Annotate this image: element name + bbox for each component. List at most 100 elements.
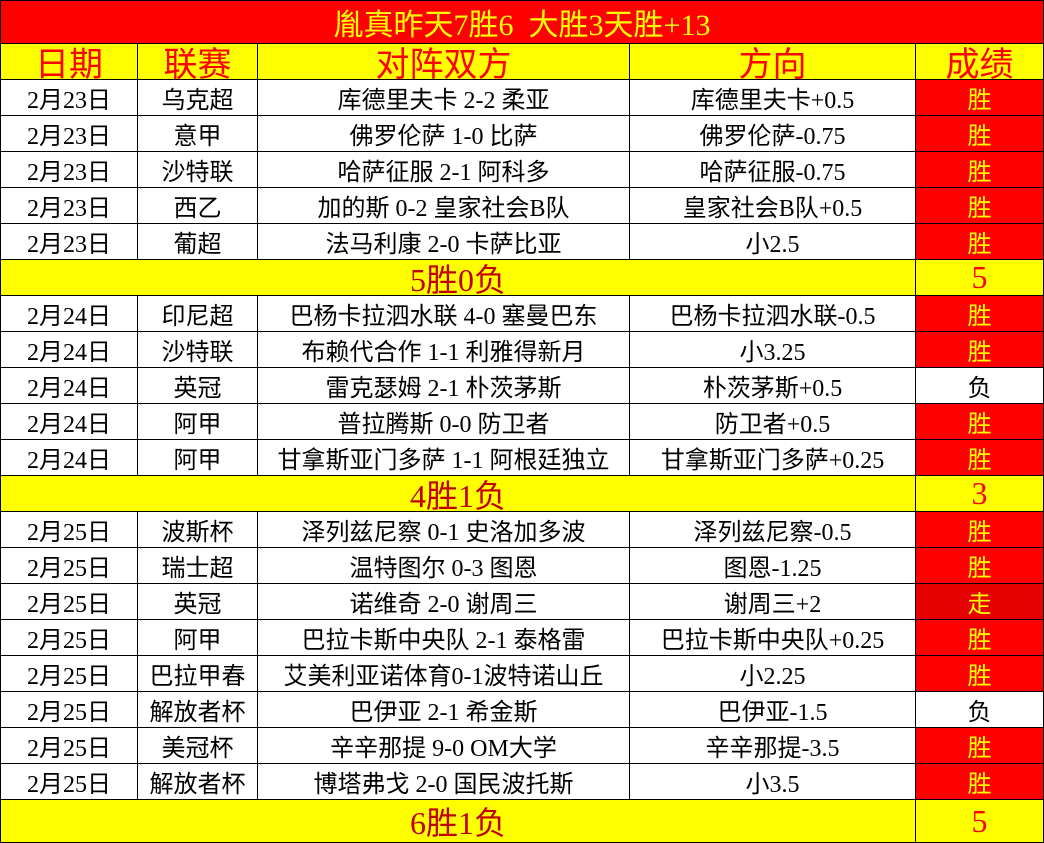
header-cell: 成绩 xyxy=(916,44,1044,80)
league-cell: 印尼超 xyxy=(138,296,258,332)
result-cell: 负 xyxy=(916,692,1044,728)
summary-cell: 4胜1负 xyxy=(0,476,916,512)
result-cell: 负 xyxy=(916,368,1044,404)
league-cell: 沙特联 xyxy=(138,332,258,368)
header-cell: 对阵双方 xyxy=(258,44,630,80)
date-cell: 2月23日 xyxy=(0,152,138,188)
pick-cell: 小3.5 xyxy=(630,764,916,800)
league-cell: 葡超 xyxy=(138,224,258,260)
result-cell: 胜 xyxy=(916,440,1044,476)
summary-result: 3 xyxy=(916,476,1044,512)
match-cell: 加的斯 0-2 皇家社会B队 xyxy=(258,188,630,224)
pick-cell: 哈萨征服-0.75 xyxy=(630,152,916,188)
result-cell: 胜 xyxy=(916,80,1044,116)
date-cell: 2月23日 xyxy=(0,188,138,224)
match-cell: 库德里夫卡 2-2 柔亚 xyxy=(258,80,630,116)
date-cell: 2月24日 xyxy=(0,332,138,368)
date-cell: 2月25日 xyxy=(0,512,138,548)
league-cell: 意甲 xyxy=(138,116,258,152)
result-cell: 胜 xyxy=(916,152,1044,188)
result-cell: 胜 xyxy=(916,404,1044,440)
match-cell: 泽列兹尼察 0-1 史洛加多波 xyxy=(258,512,630,548)
result-cell: 胜 xyxy=(916,764,1044,800)
league-cell: 美冠杯 xyxy=(138,728,258,764)
league-cell: 沙特联 xyxy=(138,152,258,188)
match-cell: 布赖代合作 1-1 利雅得新月 xyxy=(258,332,630,368)
match-cell: 甘拿斯亚门多萨 1-1 阿根廷独立 xyxy=(258,440,630,476)
match-cell: 巴拉卡斯中央队 2-1 泰格雷 xyxy=(258,620,630,656)
date-cell: 2月23日 xyxy=(0,80,138,116)
date-cell: 2月23日 xyxy=(0,224,138,260)
pick-cell: 巴伊亚-1.5 xyxy=(630,692,916,728)
league-cell: 波斯杯 xyxy=(138,512,258,548)
header-cell: 方向 xyxy=(630,44,916,80)
pick-cell: 谢周三+2 xyxy=(630,584,916,620)
pick-cell: 图恩-1.25 xyxy=(630,548,916,584)
league-cell: 英冠 xyxy=(138,584,258,620)
league-cell: 西乙 xyxy=(138,188,258,224)
league-cell: 解放者杯 xyxy=(138,764,258,800)
pick-cell: 佛罗伦萨-0.75 xyxy=(630,116,916,152)
match-cell: 辛辛那提 9-0 OM大学 xyxy=(258,728,630,764)
league-cell: 阿甲 xyxy=(138,404,258,440)
result-cell: 胜 xyxy=(916,548,1044,584)
summary-cell: 5胜0负 xyxy=(0,260,916,296)
pick-cell: 甘拿斯亚门多萨+0.25 xyxy=(630,440,916,476)
summary-result: 5 xyxy=(916,260,1044,296)
result-cell: 胜 xyxy=(916,512,1044,548)
result-cell: 胜 xyxy=(916,224,1044,260)
league-cell: 解放者杯 xyxy=(138,692,258,728)
summary-result: 5 xyxy=(916,800,1044,843)
match-cell: 艾美利亚诺体育0-1波特诺山丘 xyxy=(258,656,630,692)
match-cell: 巴伊亚 2-1 希金斯 xyxy=(258,692,630,728)
header-cell: 日期 xyxy=(0,44,138,80)
result-cell: 胜 xyxy=(916,116,1044,152)
result-cell: 胜 xyxy=(916,728,1044,764)
summary-cell: 6胜1负 xyxy=(0,800,916,843)
date-cell: 2月25日 xyxy=(0,764,138,800)
pick-cell: 皇家社会B队+0.5 xyxy=(630,188,916,224)
pick-cell: 小2.5 xyxy=(630,224,916,260)
header-cell: 联赛 xyxy=(138,44,258,80)
match-cell: 普拉腾斯 0-0 防卫者 xyxy=(258,404,630,440)
date-cell: 2月25日 xyxy=(0,656,138,692)
result-cell: 走 xyxy=(916,584,1044,620)
league-cell: 阿甲 xyxy=(138,440,258,476)
league-cell: 英冠 xyxy=(138,368,258,404)
pick-cell: 辛辛那提-3.5 xyxy=(630,728,916,764)
pick-cell: 泽列兹尼察-0.5 xyxy=(630,512,916,548)
date-cell: 2月25日 xyxy=(0,548,138,584)
date-cell: 2月24日 xyxy=(0,368,138,404)
result-cell: 胜 xyxy=(916,620,1044,656)
date-cell: 2月23日 xyxy=(0,116,138,152)
league-cell: 瑞士超 xyxy=(138,548,258,584)
match-cell: 诺维奇 2-0 谢周三 xyxy=(258,584,630,620)
sheet-title: 胤真昨天7胜6 大胜3天胜+13 xyxy=(0,0,1044,44)
pick-cell: 巴杨卡拉泗水联-0.5 xyxy=(630,296,916,332)
date-cell: 2月25日 xyxy=(0,584,138,620)
match-cell: 温特图尔 0-3 图恩 xyxy=(258,548,630,584)
pick-cell: 巴拉卡斯中央队+0.25 xyxy=(630,620,916,656)
result-cell: 胜 xyxy=(916,656,1044,692)
date-cell: 2月25日 xyxy=(0,728,138,764)
result-cell: 胜 xyxy=(916,332,1044,368)
date-cell: 2月24日 xyxy=(0,296,138,332)
league-cell: 巴拉甲春 xyxy=(138,656,258,692)
league-cell: 阿甲 xyxy=(138,620,258,656)
pick-cell: 小2.25 xyxy=(630,656,916,692)
pick-cell: 朴茨茅斯+0.5 xyxy=(630,368,916,404)
match-cell: 博塔弗戈 2-0 国民波托斯 xyxy=(258,764,630,800)
date-cell: 2月25日 xyxy=(0,692,138,728)
league-cell: 乌克超 xyxy=(138,80,258,116)
pick-cell: 防卫者+0.5 xyxy=(630,404,916,440)
result-cell: 胜 xyxy=(916,296,1044,332)
match-cell: 法马利康 2-0 卡萨比亚 xyxy=(258,224,630,260)
date-cell: 2月24日 xyxy=(0,404,138,440)
match-cell: 雷克瑟姆 2-1 朴茨茅斯 xyxy=(258,368,630,404)
match-cell: 巴杨卡拉泗水联 4-0 塞曼巴东 xyxy=(258,296,630,332)
pick-cell: 库德里夫卡+0.5 xyxy=(630,80,916,116)
match-cell: 佛罗伦萨 1-0 比萨 xyxy=(258,116,630,152)
match-cell: 哈萨征服 2-1 阿科多 xyxy=(258,152,630,188)
date-cell: 2月24日 xyxy=(0,440,138,476)
